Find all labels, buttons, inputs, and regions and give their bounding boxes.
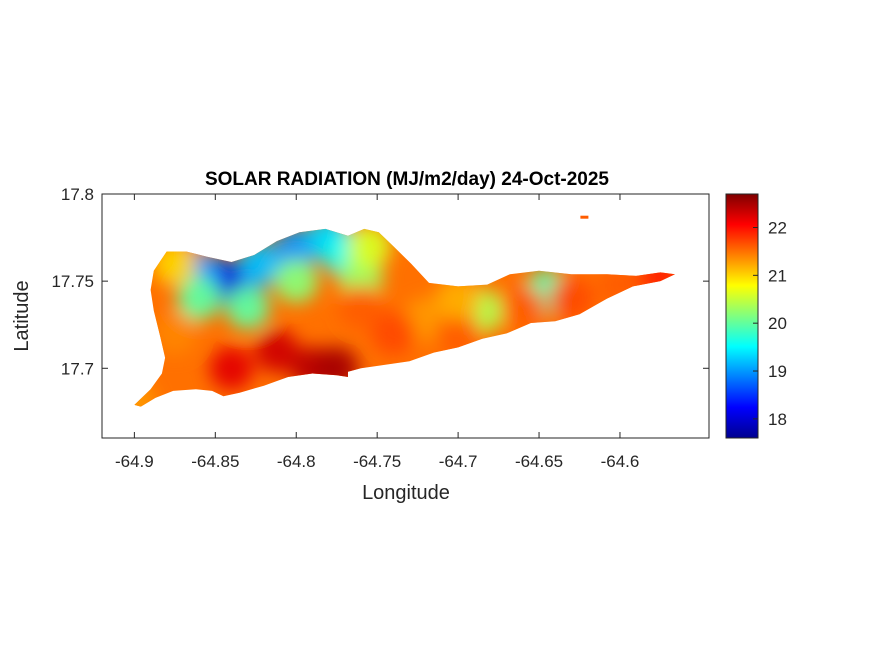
colorbar-tick-label: 21	[768, 266, 787, 285]
colorbar: 18 19 20 21 22	[725, 193, 787, 439]
colorbar-tick-label: 19	[768, 362, 787, 381]
x-tick-label: -64.75	[353, 452, 401, 471]
x-tick-label: -64.8	[277, 452, 316, 471]
heat-cell	[339, 285, 383, 330]
islet-mark	[580, 215, 589, 219]
chart-title: SOLAR RADIATION (MJ/m2/day) 24-Oct-2025	[205, 169, 609, 190]
x-tick-label: -64.6	[601, 452, 640, 471]
heat-cell	[500, 285, 545, 330]
y-tick-label: 17.8	[61, 185, 94, 204]
islet-layer	[580, 215, 589, 219]
heat-cell	[347, 228, 392, 269]
heat-cell	[436, 276, 481, 321]
heat-cell	[549, 276, 594, 321]
colorbar-scale	[725, 193, 759, 439]
y-tick-label: 17.7	[61, 359, 94, 378]
y-tick-label: 17.75	[51, 272, 94, 291]
colorbar-tick-label: 18	[768, 410, 787, 429]
colorbar-tick-label: 20	[768, 314, 787, 333]
heat-cell	[225, 285, 270, 330]
x-tick-label: -64.85	[191, 452, 239, 471]
y-axis: 17.7 17.75 17.8	[51, 185, 709, 378]
heat-cell	[371, 311, 416, 356]
heat-cell	[254, 328, 299, 373]
heat-cell	[274, 259, 319, 304]
axes-box	[101, 193, 710, 439]
x-tick-label: -64.65	[515, 452, 563, 471]
colorbar-ticks: 18 19 20 21 22	[753, 218, 787, 429]
x-axis-label: Longitude	[362, 482, 450, 504]
heat-cell	[209, 346, 254, 391]
y-axis-label: Latitude	[11, 280, 33, 351]
heat-cell	[177, 276, 222, 321]
x-tick-label: -64.9	[115, 452, 154, 471]
heat-cell	[152, 311, 197, 356]
map-plot-area: -64.9 -64.85 -64.8 -64.75 -64.7 -64.65 -64.6 1…	[51, 185, 710, 471]
colorbar-tick-label: 22	[768, 218, 787, 237]
x-axis: -64.9 -64.85 -64.8 -64.75 -64.7 -64.65 -64.6	[115, 194, 639, 471]
x-tick-label: -64.7	[439, 452, 478, 471]
